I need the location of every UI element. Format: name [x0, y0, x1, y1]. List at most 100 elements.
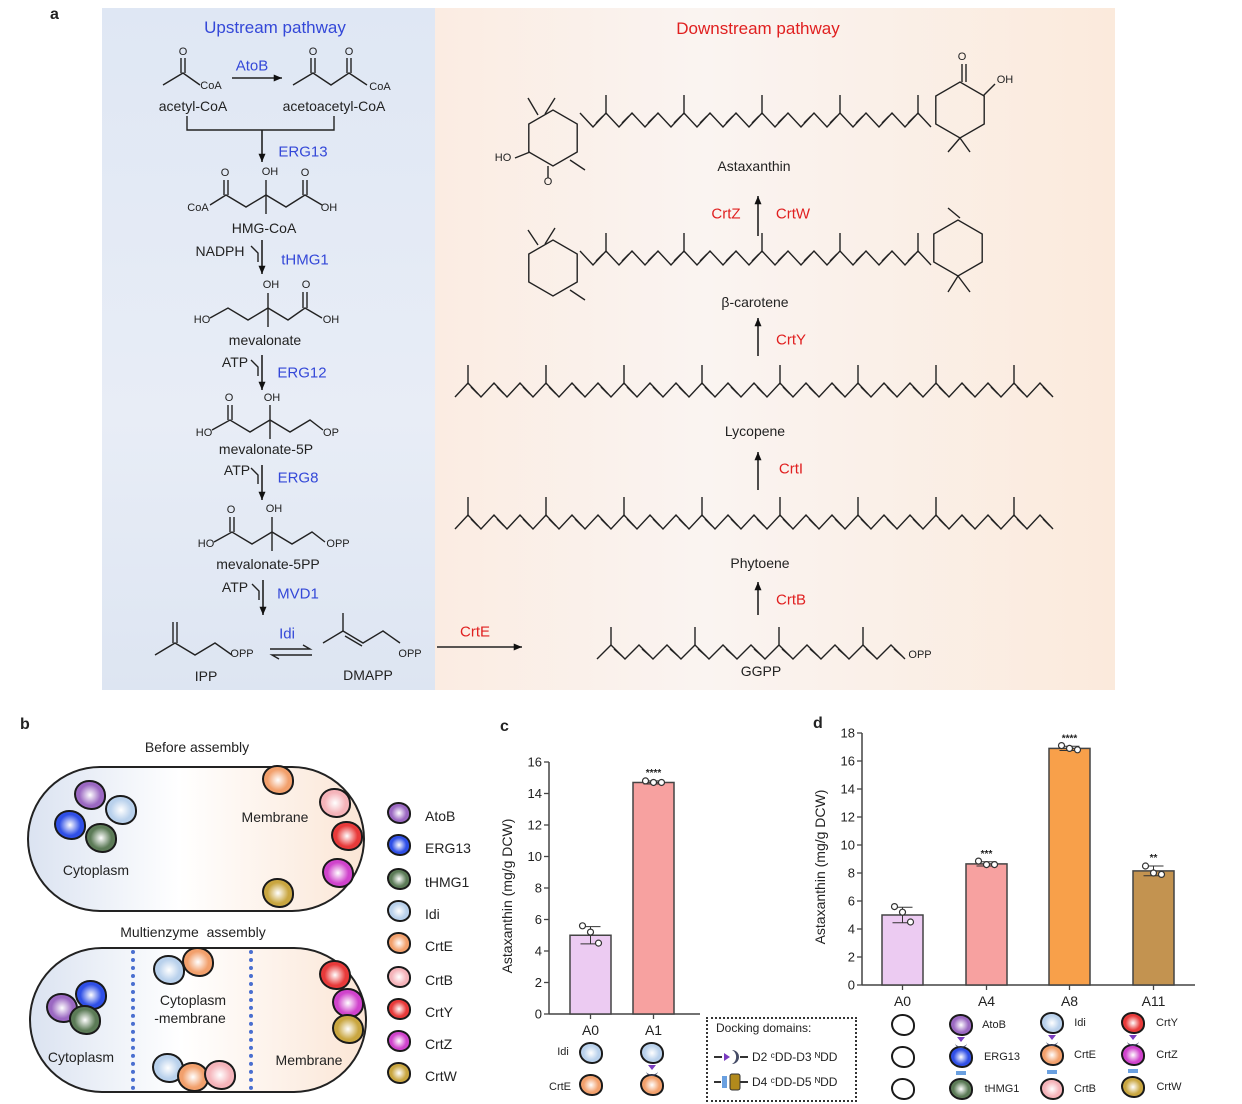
bar-A0 [569, 934, 612, 1015]
metabolite-astaxanthin: Astaxanthin [717, 158, 791, 174]
bond [344, 635, 363, 647]
crte-enzyme-icon [182, 947, 214, 977]
metabolite-acetyl-coa: acetyl-CoA [158, 98, 228, 114]
atom-label: CoA [369, 81, 391, 93]
bond [322, 630, 401, 644]
erg13-enzyme-icon [54, 810, 86, 840]
compartment-divider [249, 950, 253, 1090]
a4-enzyme-label: AtoB [982, 1019, 1006, 1031]
downstream-pathway-panel [435, 8, 1115, 690]
significance-label: **** [646, 768, 662, 779]
a8-enzyme-label: CrtE [1074, 1049, 1096, 1061]
crtb-enzyme-icon [204, 1060, 236, 1090]
enzyme-mvd1: MVD1 [277, 585, 319, 603]
cyclohexene-ring [935, 81, 985, 139]
data-point [890, 902, 899, 911]
docking-title: Docking domains: [716, 1021, 812, 1035]
erg13-enzyme-icon [387, 834, 411, 856]
metabolite-lycopene: Lycopene [724, 423, 786, 439]
atob-enzyme-icon [387, 802, 411, 824]
arrow-icon [754, 318, 762, 327]
row-label-crte: CrtE [549, 1081, 571, 1093]
d4-d5-link-icon [956, 1071, 966, 1075]
atom-label: O [308, 46, 318, 58]
bond [957, 275, 971, 293]
bar-A11 [1132, 870, 1175, 986]
bond [569, 289, 586, 301]
y-tick-label: 4 [535, 944, 542, 959]
y-tick-label: 4 [848, 922, 855, 937]
metabolite-acetoacetyl-coa: acetoacetyl-CoA [282, 98, 386, 114]
bond [544, 227, 556, 245]
enzyme-crte: CrtE [460, 623, 490, 641]
bar-A4 [965, 863, 1008, 986]
bond [527, 97, 539, 116]
x-tick-label: A1 [645, 1022, 662, 1038]
panel-label-d: d [813, 715, 823, 732]
metabolite-mevalonate: mevalonate [228, 332, 302, 348]
compartment-divider [131, 950, 135, 1090]
bond [959, 137, 971, 153]
y-axis-label: Astaxanthin (mg/g DCW) [812, 790, 828, 945]
y-tick-label: 12 [528, 818, 542, 833]
y-tick-label: 16 [841, 754, 855, 769]
x-tick-label: A0 [582, 1022, 599, 1038]
cytoplasm-label: Cytoplasm [47, 1049, 115, 1065]
empty-enzyme-icon [891, 1014, 915, 1036]
cyclohexene-ring [528, 109, 578, 167]
panel-label-a: a [50, 6, 59, 23]
bond [209, 307, 323, 321]
polyene-chain [579, 249, 932, 267]
enzyme-thmg1: tHMG1 [281, 251, 329, 269]
legend-label: AtoB [425, 808, 456, 824]
arrow-icon [258, 153, 266, 162]
arrow-icon [754, 452, 762, 461]
membrane-label: Membrane [241, 809, 309, 825]
idi-enzyme-icon [387, 900, 411, 922]
crtw-enzyme-icon [1121, 1076, 1145, 1098]
metabolite-dmapp: DMAPP [343, 667, 393, 683]
atom-label: OPP [326, 538, 350, 550]
cytoplasm-label: Cytoplasm [62, 862, 130, 878]
legend-label: CrtY [425, 1004, 453, 1020]
enzyme-idi: Idi [279, 625, 295, 643]
arrow-icon [513, 643, 522, 651]
data-point [641, 777, 650, 785]
data-point [974, 857, 983, 865]
a4-enzyme-label: ERG13 [983, 1051, 1021, 1063]
cofactor-nadph: NADPH [195, 243, 245, 259]
y-tick-label: 0 [535, 1007, 542, 1022]
atom-label: O [220, 167, 230, 179]
empty-enzyme-icon [891, 1046, 915, 1068]
multienzyme-assembly-title: Multienzyme assembly [120, 924, 266, 940]
atom-label: O [178, 46, 188, 58]
significance-label: **** [1062, 733, 1078, 744]
cofactor-atp: ATP [221, 579, 249, 595]
bond [154, 642, 233, 656]
downstream-title: Downstream pathway [676, 19, 840, 38]
upstream-pathway-panel [102, 8, 435, 690]
y-tick-label: 2 [535, 975, 542, 990]
crte-enzyme-icon [387, 932, 411, 954]
crtz-enzyme-icon [1121, 1044, 1145, 1066]
bond [162, 72, 201, 86]
bond [514, 151, 531, 159]
empty-enzyme-icon [891, 1078, 915, 1100]
erg13-enzyme-icon [949, 1046, 973, 1068]
cofactor-atp: ATP [221, 354, 249, 370]
idi-enzyme-icon [105, 795, 137, 825]
atom-label: OPP [230, 648, 254, 660]
atom-label: CoA [187, 202, 209, 214]
a11-enzyme-label: CrtZ [1156, 1049, 1178, 1061]
equilibrium-arrow-icon [269, 654, 312, 660]
d4-d5-link-icon [1047, 1070, 1057, 1074]
crtz-enzyme-icon [332, 988, 364, 1018]
idi-enzyme-icon [640, 1042, 664, 1064]
enzyme-erg13: ERG13 [278, 143, 328, 161]
atom-label: OPP [908, 649, 932, 661]
atom-label: OH [320, 202, 338, 214]
metabolite-ggpp: GGPP [740, 663, 782, 679]
legend-label: CrtB [425, 972, 453, 988]
docking-row-d2-d3: D2 ᶜDD-D3 ᴺDD [752, 1050, 838, 1064]
enzyme-crtz: CrtZ [711, 205, 741, 223]
